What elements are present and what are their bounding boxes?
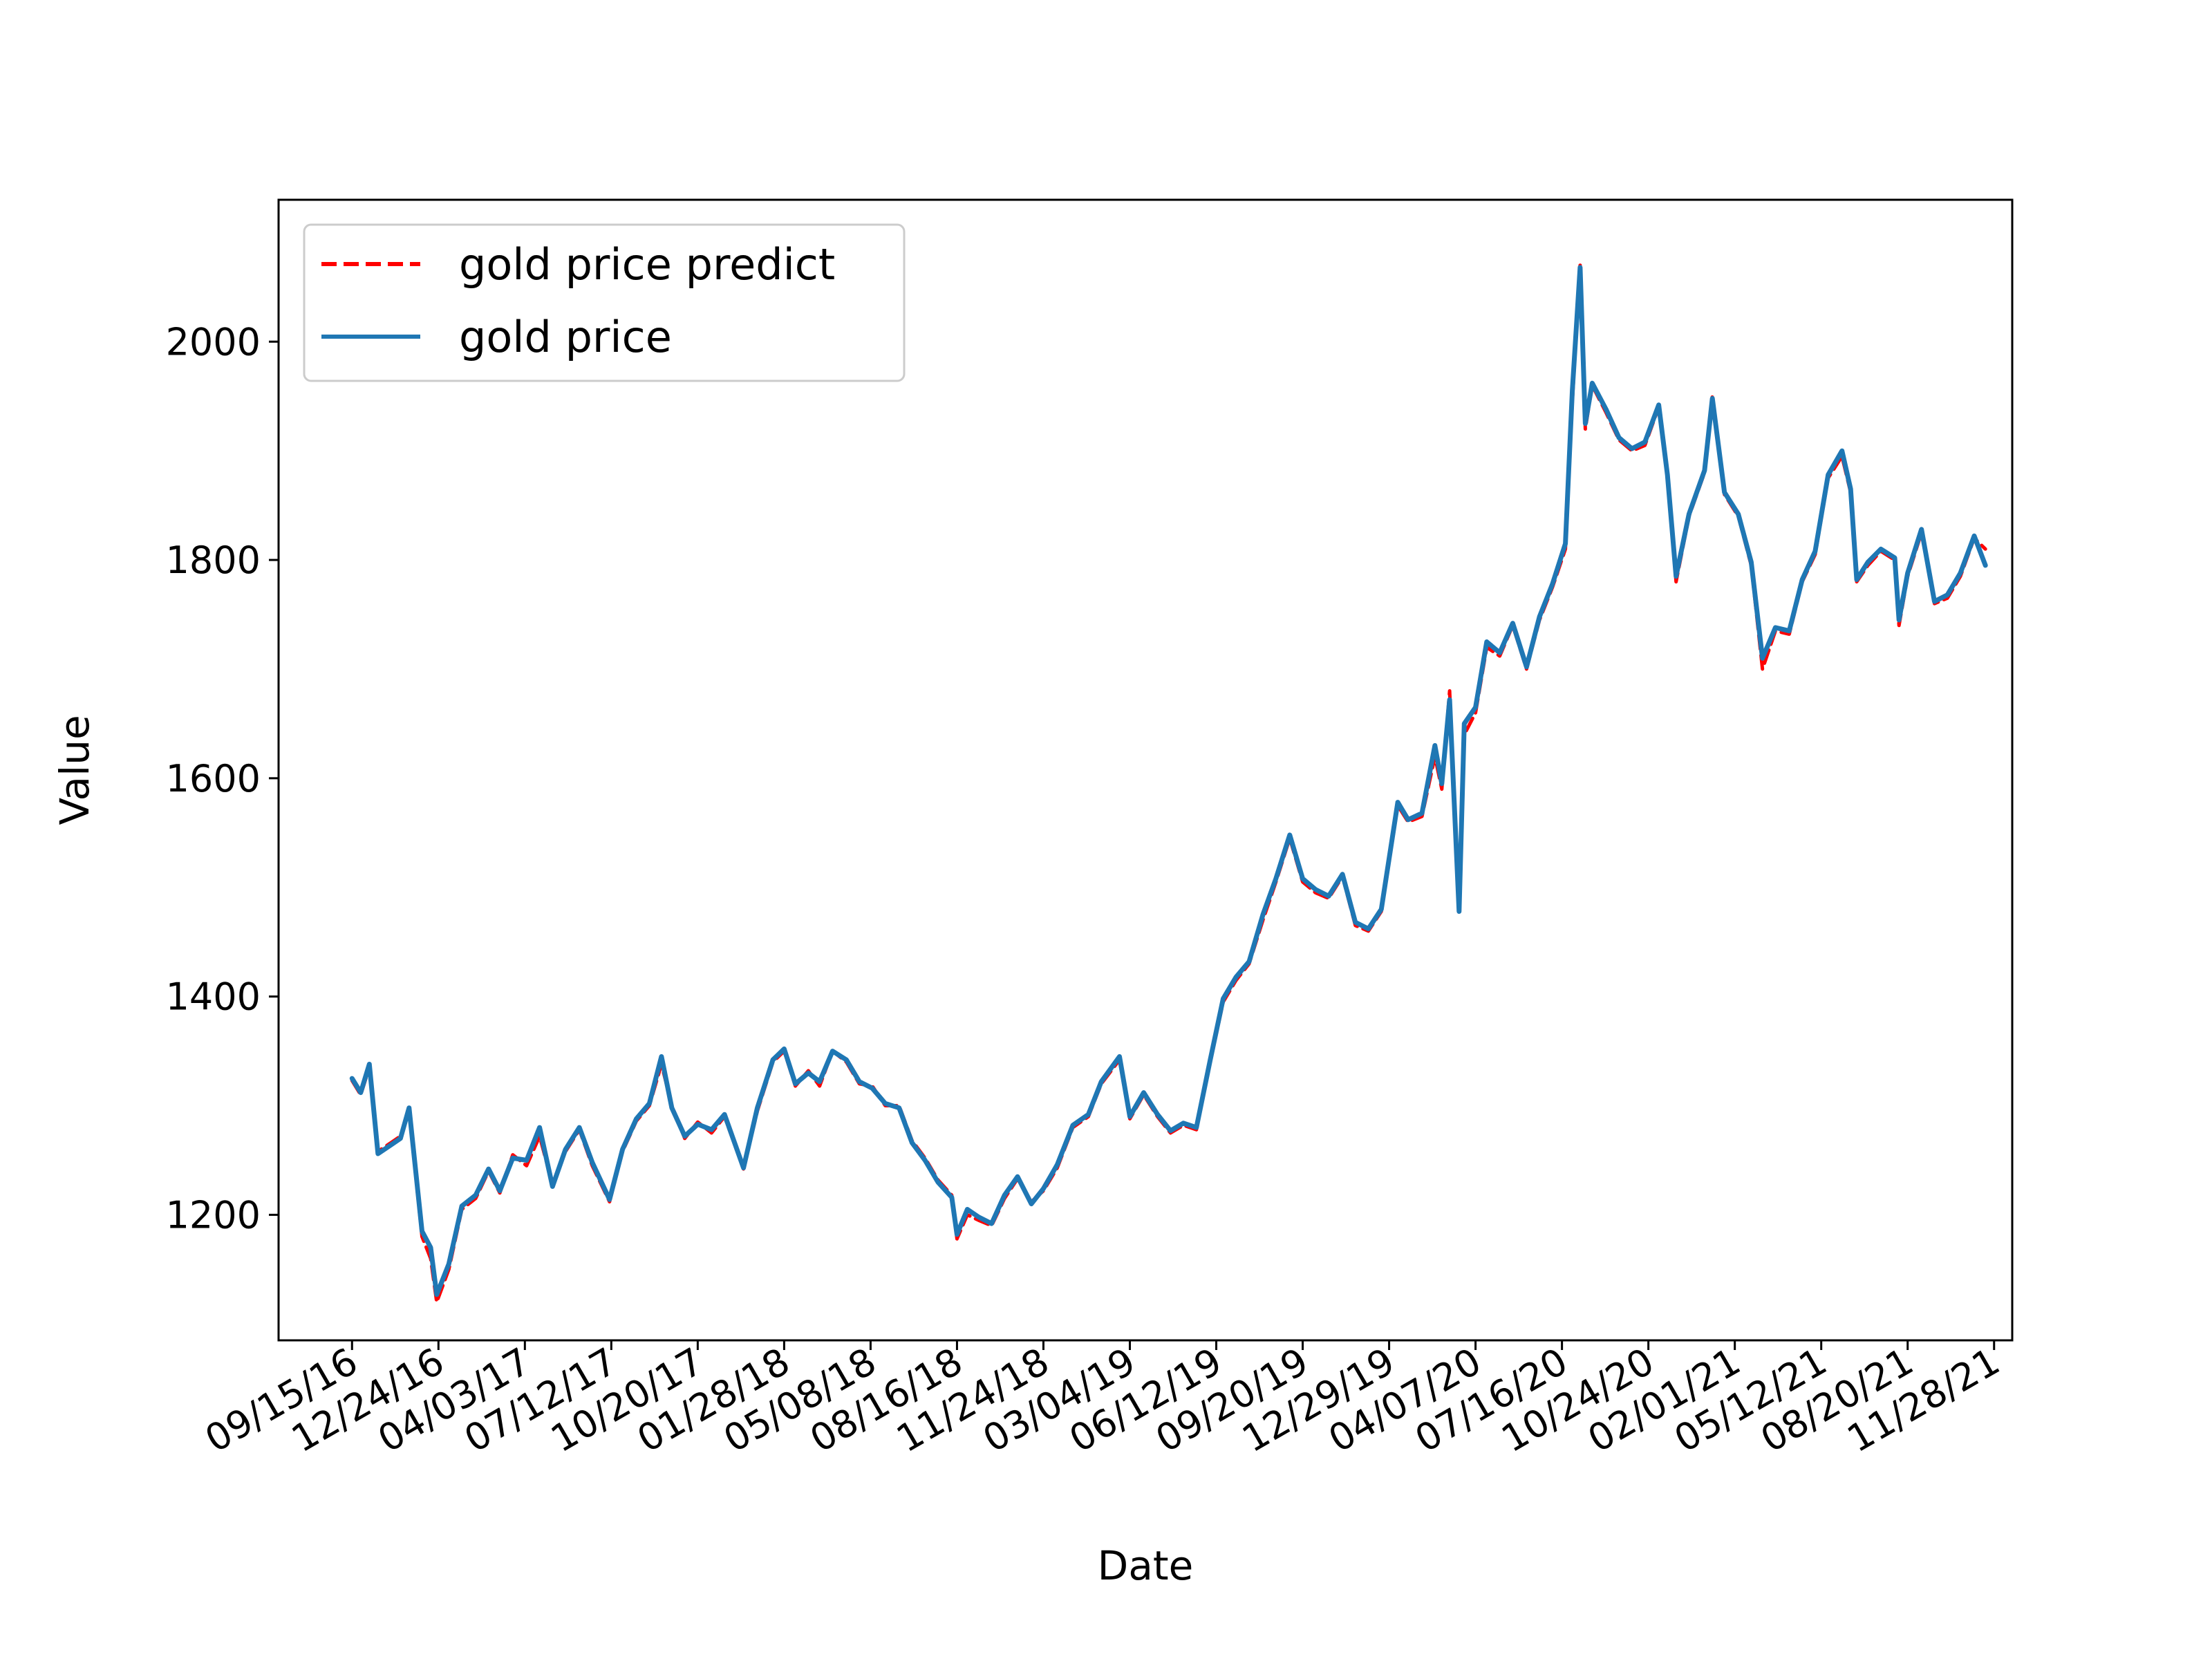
y-tick-label: 1600 — [166, 757, 261, 800]
y-tick-label: 1200 — [166, 1193, 261, 1237]
y-axis: 1200 1400 1600 1800 2000 — [166, 320, 279, 1237]
legend-label-actual: gold price — [459, 312, 672, 362]
y-tick-label: 2000 — [166, 320, 261, 364]
legend-box — [303, 223, 906, 382]
y-tick-label: 1400 — [166, 975, 261, 1019]
legend-label-predict: gold price predict — [459, 239, 835, 290]
x-axis-title: Date — [1098, 1542, 1194, 1589]
y-axis-title: Value — [51, 715, 98, 825]
y-tick-label: 1800 — [166, 538, 261, 582]
legend: gold price predict gold price — [303, 223, 906, 382]
series-layer — [349, 263, 1988, 1304]
plot-frame — [277, 198, 2014, 1342]
series-line-gold-price — [349, 265, 1988, 1297]
x-axis: 09/15/1612/24/1604/03/1707/12/1710/20/17… — [198, 1340, 2007, 1461]
